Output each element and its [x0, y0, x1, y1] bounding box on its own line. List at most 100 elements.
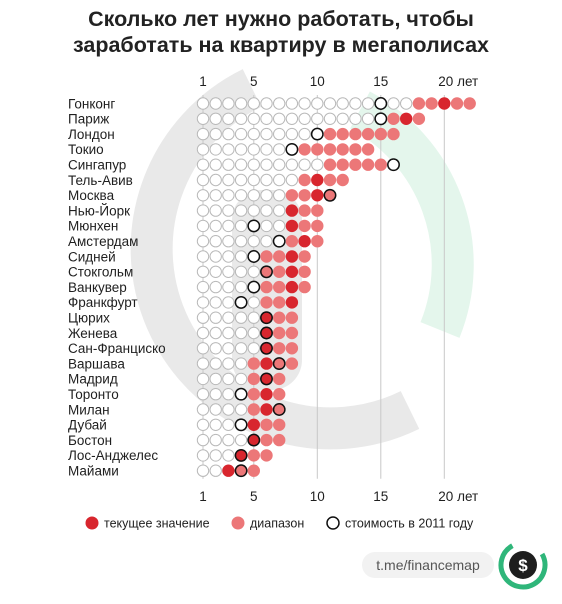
- range-dot: [273, 280, 286, 294]
- x-tick-label: 20 лет: [438, 489, 478, 504]
- city-label: Лондон: [68, 127, 115, 142]
- empty-dot: [336, 97, 349, 110]
- empty-dot: [209, 158, 222, 171]
- empty-dot: [234, 311, 248, 324]
- empty-dot: [323, 112, 337, 126]
- empty-dot: [260, 127, 273, 141]
- range-dot: [247, 357, 261, 370]
- range-dot: [273, 433, 286, 447]
- empty-dot: [298, 97, 311, 110]
- city-label: Амстердам: [68, 234, 138, 249]
- empty-dot: [196, 433, 210, 447]
- dot-row: [196, 387, 286, 401]
- empty-dot: [196, 219, 210, 233]
- current-dot: [400, 112, 413, 126]
- empty-dot: [260, 97, 273, 110]
- range-dot: [298, 265, 311, 278]
- range-dot: [374, 127, 387, 141]
- empty-dot: [222, 296, 235, 309]
- current-dot: [285, 296, 299, 309]
- range-dot: [323, 158, 337, 171]
- range-dot-2011: [260, 265, 273, 279]
- empty-dot: [273, 97, 286, 110]
- current-dot: [260, 388, 273, 401]
- empty-dot: [273, 219, 286, 233]
- empty-dot: [222, 280, 235, 294]
- empty-dot: [196, 235, 210, 248]
- empty-dot: [285, 127, 299, 141]
- range-dot: [336, 143, 349, 156]
- range-dot: [260, 280, 273, 294]
- empty-dot: [209, 464, 222, 477]
- dot-row: [196, 127, 400, 141]
- city-label: Стокгольм: [68, 265, 133, 280]
- x-tick-label: 10: [310, 489, 325, 504]
- watermark-arc-green: [349, 91, 474, 338]
- range-dot: [247, 449, 261, 462]
- range-dot: [361, 143, 375, 156]
- empty-dot: [234, 372, 248, 386]
- empty-dot: [234, 235, 248, 248]
- dot-row: [196, 158, 400, 172]
- empty-dot: [260, 158, 273, 171]
- empty-dot: [196, 372, 210, 386]
- empty-dot: [209, 204, 222, 217]
- range-dot-2011: [272, 357, 286, 371]
- empty-dot: [209, 280, 222, 294]
- legend-marker-y2011: [326, 516, 340, 530]
- channel-link[interactable]: t.me/financemap: [362, 552, 494, 578]
- city-label: Милан: [68, 402, 110, 417]
- range-dot: [336, 158, 349, 171]
- empty-dot: [349, 112, 362, 126]
- city-label: Париж: [68, 112, 109, 127]
- range-dot: [273, 311, 286, 324]
- empty-dot: [323, 97, 337, 110]
- empty-dot: [209, 219, 222, 233]
- svg-text:$: $: [518, 556, 528, 575]
- city-label: Бостон: [68, 433, 112, 448]
- city-label: Нью-Йорк: [68, 203, 130, 218]
- current-dot-2011: [260, 372, 273, 386]
- empty-dot: [209, 342, 222, 355]
- empty-dot: [196, 326, 210, 340]
- empty-dot: [234, 112, 248, 126]
- empty-dot: [260, 189, 273, 202]
- empty-dot: [234, 97, 248, 110]
- empty-dot: [273, 127, 286, 141]
- range-dot: [450, 97, 464, 110]
- empty-dot: [196, 357, 210, 370]
- city-label: Дубай: [68, 418, 107, 433]
- empty-dot: [234, 326, 248, 340]
- range-dot: [336, 173, 349, 187]
- range-dot: [247, 403, 261, 416]
- range-dot: [349, 143, 362, 156]
- range-dot: [298, 143, 311, 156]
- dot-row: [196, 234, 324, 248]
- dot-row: [196, 448, 273, 462]
- range-dot: [387, 112, 400, 126]
- current-dot: [298, 235, 311, 248]
- empty-dot: [247, 189, 261, 202]
- empty-dot: [209, 127, 222, 141]
- current-dot-2011: [260, 326, 273, 340]
- empty-dot: [222, 372, 235, 386]
- empty-dot: [196, 127, 210, 141]
- empty-dot-2011: [272, 234, 286, 248]
- range-dot: [298, 173, 311, 187]
- empty-dot: [196, 204, 210, 217]
- range-dot: [285, 311, 299, 324]
- empty-dot: [222, 449, 235, 462]
- empty-dot: [222, 127, 235, 141]
- chart-title: Сколько лет нужно работать, чтобы зарабо…: [0, 6, 562, 58]
- legend: текущее значение диапазон стоимость в 2011…: [85, 516, 474, 531]
- city-label: Сан-Франциско: [68, 341, 166, 356]
- city-labels: ГонконгПарижЛондонТокиоСингапурТель-Авив…: [68, 96, 166, 478]
- city-label: Сингапур: [68, 158, 126, 173]
- city-label: Варшава: [68, 356, 125, 371]
- dot-row: [196, 341, 299, 355]
- empty-dot: [196, 418, 210, 431]
- dot-row: [196, 295, 299, 309]
- city-label: Сидней: [68, 249, 116, 264]
- range-dot: [260, 250, 273, 263]
- empty-dot: [196, 97, 210, 110]
